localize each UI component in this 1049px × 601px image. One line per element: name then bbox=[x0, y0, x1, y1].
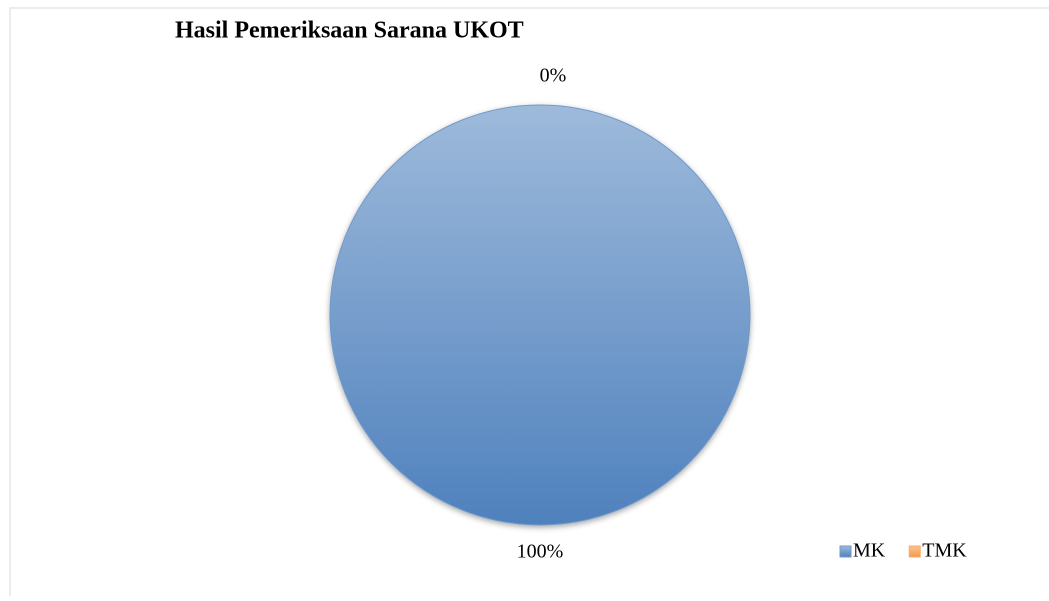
legend-swatch bbox=[908, 545, 921, 558]
chart-title: Hasil Pemeriksaan Sarana UKOT bbox=[175, 18, 524, 44]
legend-label: MK bbox=[853, 540, 886, 562]
legend-swatch bbox=[839, 545, 852, 558]
data-label: 0% bbox=[540, 65, 567, 87]
legend-label: TMK bbox=[922, 540, 967, 562]
data-label: 100% bbox=[517, 541, 564, 563]
